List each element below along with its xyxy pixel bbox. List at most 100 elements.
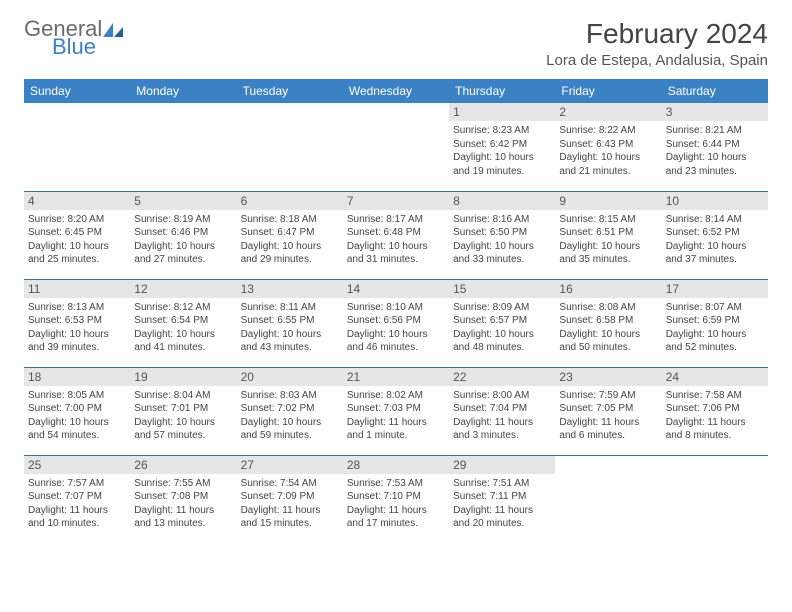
location: Lora de Estepa, Andalusia, Spain (546, 52, 768, 69)
day-details: Sunrise: 7:54 AMSunset: 7:09 PMDaylight:… (241, 477, 339, 531)
calendar-cell: 23 Sunrise: 7:59 AMSunset: 7:05 PMDayligh… (555, 367, 661, 455)
day-number: 17 (662, 280, 768, 298)
calendar-cell: 17 Sunrise: 8:07 AMSunset: 6:59 PMDayligh… (662, 279, 768, 367)
calendar-cell: 1Sunrise: 8:23 AMSunset: 6:42 PMDaylight… (449, 103, 555, 191)
day-number: 28 (343, 456, 449, 474)
day-number: 26 (130, 456, 236, 474)
weekday-header: Wednesday (343, 79, 449, 103)
calendar-row: 1Sunrise: 8:23 AMSunset: 6:42 PMDaylight… (24, 103, 768, 191)
day-details: Sunrise: 8:03 AMSunset: 7:02 PMDaylight:… (241, 389, 339, 443)
day-number: 27 (237, 456, 343, 474)
day-number: 19 (130, 368, 236, 386)
day-number: 18 (24, 368, 130, 386)
calendar-cell: 3 Sunrise: 8:21 AMSunset: 6:44 PMDaylight… (662, 103, 768, 191)
day-details: Sunrise: 8:16 AMSunset: 6:50 PMDaylight:… (453, 213, 551, 267)
logo-sail-icon (103, 23, 123, 37)
month-title: February 2024 (546, 18, 768, 50)
day-number: 14 (343, 280, 449, 298)
calendar-cell: 12 Sunrise: 8:12 AMSunset: 6:54 PMDayligh… (130, 279, 236, 367)
day-details: Sunrise: 8:21 AMSunset: 6:44 PMDaylight:… (666, 124, 764, 178)
day-number: 23 (555, 368, 661, 386)
day-details: Sunrise: 7:58 AMSunset: 7:06 PMDaylight:… (666, 389, 764, 443)
weekday-header: Friday (555, 79, 661, 103)
day-details: Sunrise: 8:15 AMSunset: 6:51 PMDaylight:… (559, 213, 657, 267)
calendar-row: 11 Sunrise: 8:13 AMSunset: 6:53 PMDayligh… (24, 279, 768, 367)
day-details: Sunrise: 8:19 AMSunset: 6:46 PMDaylight:… (134, 213, 232, 267)
weekday-header: Saturday (662, 79, 768, 103)
calendar-cell: 11 Sunrise: 8:13 AMSunset: 6:53 PMDayligh… (24, 279, 130, 367)
calendar-cell: 10 Sunrise: 8:14 AMSunset: 6:52 PMDayligh… (662, 191, 768, 279)
calendar-cell: 4Sunrise: 8:20 AMSunset: 6:45 PMDaylight… (24, 191, 130, 279)
calendar-cell: 22 Sunrise: 8:00 AMSunset: 7:04 PMDayligh… (449, 367, 555, 455)
logo: GeneralBlue (24, 18, 123, 58)
calendar-cell: 20 Sunrise: 8:03 AMSunset: 7:02 PMDayligh… (237, 367, 343, 455)
day-details: Sunrise: 8:11 AMSunset: 6:55 PMDaylight:… (241, 301, 339, 355)
logo-text-blue: Blue (52, 36, 123, 58)
day-number: 20 (237, 368, 343, 386)
weekday-header: Thursday (449, 79, 555, 103)
day-number: 21 (343, 368, 449, 386)
calendar-cell: 8 Sunrise: 8:16 AMSunset: 6:50 PMDaylight… (449, 191, 555, 279)
calendar-row: 18Sunrise: 8:05 AMSunset: 7:00 PMDayligh… (24, 367, 768, 455)
header: GeneralBlue February 2024 Lora de Estepa… (24, 18, 768, 69)
day-number: 25 (24, 456, 130, 474)
day-number: 15 (449, 280, 555, 298)
day-details: Sunrise: 8:13 AMSunset: 6:53 PMDaylight:… (28, 301, 126, 355)
day-details: Sunrise: 7:59 AMSunset: 7:05 PMDaylight:… (559, 389, 657, 443)
calendar-cell: 29 Sunrise: 7:51 AMSunset: 7:11 PMDayligh… (449, 455, 555, 543)
day-number: 7 (343, 192, 449, 210)
day-details: Sunrise: 8:18 AMSunset: 6:47 PMDaylight:… (241, 213, 339, 267)
day-details: Sunrise: 7:51 AMSunset: 7:11 PMDaylight:… (453, 477, 551, 531)
calendar-cell (343, 103, 449, 191)
day-details: Sunrise: 8:14 AMSunset: 6:52 PMDaylight:… (666, 213, 764, 267)
calendar-cell: 16Sunrise: 8:08 AMSunset: 6:58 PMDayligh… (555, 279, 661, 367)
day-details: Sunrise: 8:12 AMSunset: 6:54 PMDaylight:… (134, 301, 232, 355)
calendar-cell: 15 Sunrise: 8:09 AMSunset: 6:57 PMDayligh… (449, 279, 555, 367)
calendar-cell: 27 Sunrise: 7:54 AMSunset: 7:09 PMDayligh… (237, 455, 343, 543)
calendar-cell: 13 Sunrise: 8:11 AMSunset: 6:55 PMDayligh… (237, 279, 343, 367)
calendar-cell: 14 Sunrise: 8:10 AMSunset: 6:56 PMDayligh… (343, 279, 449, 367)
calendar-cell: 2Sunrise: 8:22 AMSunset: 6:43 PMDaylight… (555, 103, 661, 191)
calendar-cell: 7 Sunrise: 8:17 AMSunset: 6:48 PMDaylight… (343, 191, 449, 279)
day-number: 22 (449, 368, 555, 386)
calendar-cell: 24Sunrise: 7:58 AMSunset: 7:06 PMDayligh… (662, 367, 768, 455)
title-block: February 2024 Lora de Estepa, Andalusia,… (546, 18, 768, 69)
weekday-header: Sunday (24, 79, 130, 103)
calendar-cell (662, 455, 768, 543)
weekday-header-row: Sunday Monday Tuesday Wednesday Thursday… (24, 79, 768, 103)
day-number: 9 (555, 192, 661, 210)
weekday-header: Tuesday (237, 79, 343, 103)
calendar-cell (24, 103, 130, 191)
day-details: Sunrise: 8:17 AMSunset: 6:48 PMDaylight:… (347, 213, 445, 267)
day-number: 3 (662, 103, 768, 121)
calendar-cell: 21 Sunrise: 8:02 AMSunset: 7:03 PMDayligh… (343, 367, 449, 455)
day-number: 6 (237, 192, 343, 210)
day-details: Sunrise: 8:07 AMSunset: 6:59 PMDaylight:… (666, 301, 764, 355)
day-details: Sunrise: 8:22 AMSunset: 6:43 PMDaylight:… (559, 124, 657, 178)
calendar-cell: 19 Sunrise: 8:04 AMSunset: 7:01 PMDayligh… (130, 367, 236, 455)
day-details: Sunrise: 8:10 AMSunset: 6:56 PMDaylight:… (347, 301, 445, 355)
calendar-cell: 6 Sunrise: 8:18 AMSunset: 6:47 PMDaylight… (237, 191, 343, 279)
day-details: Sunrise: 8:02 AMSunset: 7:03 PMDaylight:… (347, 389, 445, 443)
weekday-header: Monday (130, 79, 236, 103)
day-number: 13 (237, 280, 343, 298)
day-number: 29 (449, 456, 555, 474)
day-details: Sunrise: 8:04 AMSunset: 7:01 PMDaylight:… (134, 389, 232, 443)
calendar-cell (237, 103, 343, 191)
day-details: Sunrise: 7:53 AMSunset: 7:10 PMDaylight:… (347, 477, 445, 531)
day-number: 10 (662, 192, 768, 210)
day-details: Sunrise: 8:00 AMSunset: 7:04 PMDaylight:… (453, 389, 551, 443)
calendar-cell: 28 Sunrise: 7:53 AMSunset: 7:10 PMDayligh… (343, 455, 449, 543)
day-number: 8 (449, 192, 555, 210)
day-details: Sunrise: 8:09 AMSunset: 6:57 PMDaylight:… (453, 301, 551, 355)
calendar-cell (130, 103, 236, 191)
calendar-cell: 5Sunrise: 8:19 AMSunset: 6:46 PMDaylight… (130, 191, 236, 279)
day-details: Sunrise: 8:23 AMSunset: 6:42 PMDaylight:… (453, 124, 551, 178)
calendar-cell: 9 Sunrise: 8:15 AMSunset: 6:51 PMDaylight… (555, 191, 661, 279)
day-number: 12 (130, 280, 236, 298)
calendar-cell: 26Sunrise: 7:55 AMSunset: 7:08 PMDayligh… (130, 455, 236, 543)
day-number: 4 (24, 192, 130, 210)
calendar-cell: 18Sunrise: 8:05 AMSunset: 7:00 PMDayligh… (24, 367, 130, 455)
day-number: 11 (24, 280, 130, 298)
calendar-cell: 25Sunrise: 7:57 AMSunset: 7:07 PMDayligh… (24, 455, 130, 543)
